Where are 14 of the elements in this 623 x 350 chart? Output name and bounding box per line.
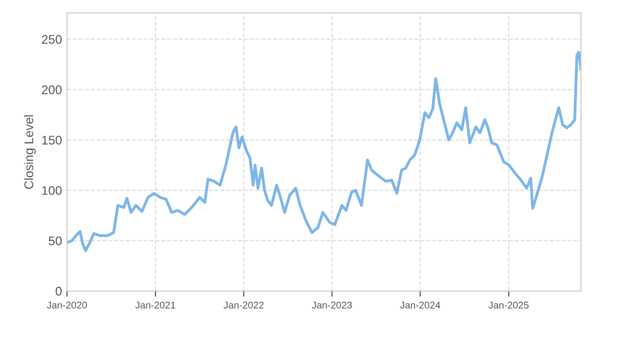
x-tick-label: Jan-2022	[224, 302, 264, 309]
x-tick-label: Jan-2025	[488, 302, 529, 309]
x-tick-label: Jan-2020	[46, 302, 87, 309]
x-tick-label: Jan-2021	[135, 302, 176, 309]
y-tick-label: 100	[42, 186, 62, 195]
y-tick-label: 150	[42, 136, 62, 145]
y-tick-label: 0	[56, 286, 62, 296]
x-tick-label: Jan-2023	[312, 302, 352, 309]
y-axis-title: Closing Level	[24, 115, 36, 189]
y-tick-label: 50	[48, 236, 62, 246]
y-tick-label: 200	[42, 85, 62, 94]
y-tick-label: 250	[42, 34, 62, 44]
x-tick-label: Jan-2024	[400, 302, 440, 309]
line-series	[67, 50, 581, 252]
